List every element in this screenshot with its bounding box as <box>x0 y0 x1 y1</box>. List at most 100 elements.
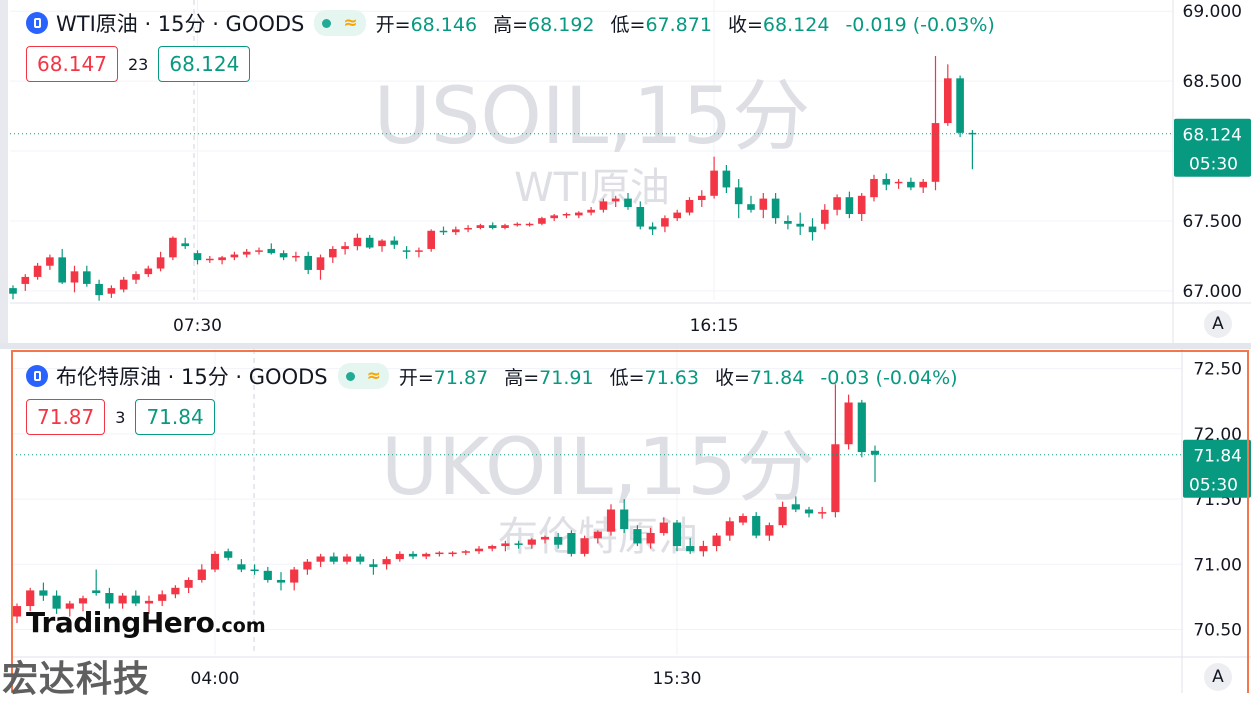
candle-body <box>304 255 313 270</box>
candle-body <box>107 288 116 294</box>
candle-body <box>451 229 460 233</box>
candle-body <box>580 538 589 554</box>
candle-body <box>844 402 853 445</box>
candle-body <box>171 587 180 595</box>
symbol-watermark-sub: WTI原油 <box>514 165 670 211</box>
candle-body <box>9 288 17 294</box>
candle-body <box>833 197 841 210</box>
x-tick-label: 04:00 <box>191 669 240 689</box>
candle-body <box>184 579 193 588</box>
spread-value: 3 <box>115 407 126 427</box>
y-tick-label: 69.000 <box>1183 2 1242 22</box>
market-status-pill[interactable]: ≈ <box>337 363 389 389</box>
candle-body <box>686 546 695 552</box>
candle-body <box>943 78 952 124</box>
candle-body <box>402 250 411 252</box>
candle-body <box>169 237 177 258</box>
open-value: 68.146 <box>410 13 478 36</box>
brent-plot[interactable]: UKOIL,15分布伦特原油72.5072.0071.5071.0070.500… <box>0 349 1251 693</box>
candle-body <box>956 78 964 133</box>
sell-button[interactable]: 68.147 <box>26 46 118 82</box>
candle-body <box>699 546 708 552</box>
symbol-title[interactable]: 布伦特原油 · 15分 · GOODS <box>56 365 328 389</box>
candle-body <box>276 579 286 583</box>
candle-body <box>144 600 154 604</box>
auto-scale-button[interactable]: A <box>1204 663 1232 691</box>
candle-body <box>722 170 731 188</box>
candle-body <box>70 271 79 283</box>
candle-body <box>725 521 734 536</box>
high-value: 71.91 <box>539 366 594 389</box>
candle-body <box>279 253 288 258</box>
candle-body <box>636 206 645 227</box>
brent-trade-boxes: 71.87 3 71.84 <box>26 399 215 435</box>
brent-legend: 布伦特原油 · 15分 · GOODS ≈ 开=71.87 高=71.91 低=… <box>26 361 968 391</box>
candle-body <box>255 250 263 252</box>
sell-button[interactable]: 71.87 <box>26 399 106 435</box>
candle-body <box>587 209 595 213</box>
candle-body <box>968 132 977 135</box>
bar-countdown-label: 05:30 <box>1189 155 1238 175</box>
candle-body <box>33 265 42 277</box>
candle-body <box>857 195 866 214</box>
candle-body <box>118 595 127 604</box>
candle-body <box>633 529 642 544</box>
brent-chart-pane[interactable]: UKOIL,15分布伦特原油72.5072.0071.5071.0070.500… <box>0 349 1251 693</box>
buy-button[interactable]: 71.84 <box>135 399 215 435</box>
corner-watermark: 宏达科技 <box>2 659 151 700</box>
market-status-pill[interactable]: ≈ <box>314 10 366 36</box>
candle-body <box>21 276 30 284</box>
auto-scale-button[interactable]: A <box>1204 310 1232 338</box>
candle-body <box>131 595 140 604</box>
market-open-dot-icon <box>322 18 332 28</box>
candle-body <box>791 504 800 510</box>
candle-body <box>365 237 374 248</box>
candle-body <box>408 553 418 557</box>
candle-body <box>435 552 444 555</box>
wti-chart-pane[interactable]: USOIL,15分WTI原油69.00068.50068.00067.50067… <box>0 0 1251 343</box>
last-price-badge <box>1183 439 1251 498</box>
candle-body <box>65 603 74 609</box>
candle-body <box>624 198 632 207</box>
symbol-logo-icon[interactable] <box>26 365 48 387</box>
candle-body <box>224 551 233 558</box>
candle-body <box>606 509 616 532</box>
candle-body <box>329 556 338 562</box>
candle-body <box>439 230 448 233</box>
symbol-title[interactable]: WTI原油 · 15分 · GOODS <box>56 12 305 36</box>
candle-body <box>303 561 312 570</box>
last-price-label: 68.124 <box>1183 126 1242 146</box>
candle-body <box>784 220 792 224</box>
candle-body <box>395 553 404 560</box>
candle-body <box>356 556 365 562</box>
wti-plot[interactable]: USOIL,15分WTI原油69.00068.50068.00067.50067… <box>0 0 1251 343</box>
candle-body <box>119 279 128 290</box>
candle-body <box>105 593 114 604</box>
candle-body <box>771 198 780 219</box>
candle-body <box>52 595 61 609</box>
candle-body <box>132 274 140 280</box>
candle-body <box>342 556 352 562</box>
candle-body <box>250 569 259 572</box>
y-tick-label: 70.50 <box>1193 621 1242 641</box>
candle-body <box>230 254 239 258</box>
wti-legend: WTI原油 · 15分 · GOODS ≈ 开=68.146 高=68.192 … <box>26 8 1005 38</box>
buy-button[interactable]: 68.124 <box>158 46 251 82</box>
candle-body <box>464 227 472 230</box>
candle-body <box>328 248 337 258</box>
candle-body <box>540 536 550 540</box>
candle-body <box>501 543 510 547</box>
bar-countdown-label: 05:30 <box>1189 476 1238 496</box>
candle-body <box>237 564 246 570</box>
pane-divider[interactable] <box>0 343 1251 349</box>
candle-body <box>316 257 325 270</box>
candle-body <box>611 198 620 202</box>
low-value: 67.871 <box>645 13 712 36</box>
candle-body <box>857 402 866 453</box>
candle-body <box>95 283 103 296</box>
candle-body <box>845 197 854 214</box>
ohlc-values: 开=68.146 高=68.192 低=67.871 收=68.124 -0.0… <box>375 13 995 36</box>
symbol-logo-icon[interactable] <box>26 12 48 34</box>
candle-body <box>341 246 349 249</box>
y-tick-label: 67.000 <box>1183 282 1242 302</box>
